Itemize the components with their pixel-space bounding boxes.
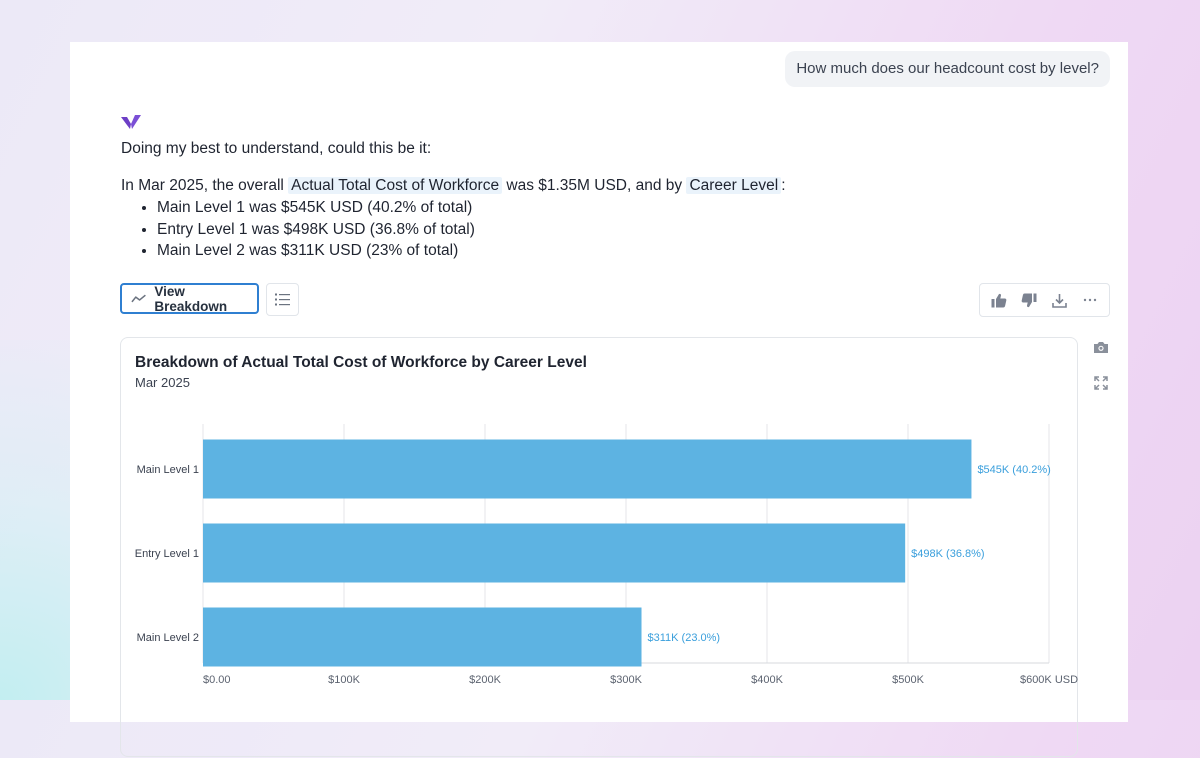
chart-title: Breakdown of Actual Total Cost of Workfo…	[135, 354, 587, 371]
bar	[203, 439, 972, 499]
thumbs-up-icon	[991, 293, 1007, 307]
chat-panel: How much does our headcount cost by leve…	[70, 42, 1128, 757]
more-options-button[interactable]	[1077, 287, 1103, 313]
thumbs-down-button[interactable]	[1016, 287, 1042, 313]
summary-middle: was $1.35M USD, and by	[506, 177, 683, 194]
assistant-answer: In Mar 2025, the overall Actual Total Co…	[121, 175, 1021, 262]
x-tick-label: $0.00	[203, 674, 231, 686]
category-label: Main Level 1	[137, 464, 199, 476]
download-button[interactable]	[1047, 287, 1073, 313]
category-label: Entry Level 1	[135, 548, 199, 560]
more-icon	[1083, 298, 1097, 302]
trend-line-icon	[131, 294, 146, 302]
data-label: $545K (40.2%)	[977, 464, 1050, 476]
bar	[203, 607, 642, 667]
thumbs-up-button[interactable]	[986, 287, 1012, 313]
x-tick-label: $100K	[328, 674, 360, 686]
thumbs-down-icon	[1022, 293, 1037, 307]
list-item: Entry Level 1 was $498K USD (36.8% of to…	[157, 219, 1021, 241]
expand-icon	[1094, 376, 1108, 390]
list-item: Main Level 2 was $311K USD (23% of total…	[157, 240, 1021, 262]
data-label: $311K (23.0%)	[648, 632, 721, 644]
x-tick-label: $400K	[751, 674, 783, 686]
dimension-chip[interactable]: Career Level	[686, 177, 782, 194]
summary-prefix: In Mar 2025, the overall	[121, 177, 284, 194]
assistant-intro: Doing my best to understand, could this …	[121, 140, 432, 157]
view-breakdown-label: View Breakdown	[154, 283, 228, 314]
x-tick-label: $500K	[892, 674, 924, 686]
chart-subtitle: Mar 2025	[135, 375, 190, 390]
x-tick-label: $600K USD	[1020, 674, 1078, 686]
expand-button[interactable]	[1091, 373, 1111, 393]
bar	[203, 523, 906, 583]
view-breakdown-button[interactable]: View Breakdown	[120, 283, 259, 314]
list-view-button[interactable]	[266, 283, 299, 316]
summary-suffix: :	[781, 177, 786, 194]
data-label: $498K (36.8%)	[911, 548, 984, 560]
screenshot-button[interactable]	[1091, 337, 1111, 357]
user-message-bubble: How much does our headcount cost by leve…	[785, 51, 1110, 87]
list-icon	[275, 293, 290, 306]
answer-bullets: Main Level 1 was $545K USD (40.2% of tot…	[121, 197, 1021, 262]
list-item: Main Level 1 was $545K USD (40.2% of tot…	[157, 197, 1021, 219]
x-tick-label: $300K	[610, 674, 642, 686]
camera-icon	[1094, 341, 1108, 353]
download-icon	[1052, 293, 1067, 308]
metric-chip[interactable]: Actual Total Cost of Workforce	[288, 177, 503, 194]
category-label: Main Level 2	[137, 632, 199, 644]
feedback-actions	[979, 283, 1110, 317]
summary-line: In Mar 2025, the overall Actual Total Co…	[121, 175, 1021, 197]
assistant-logo-icon	[121, 115, 141, 129]
chart-card: Breakdown of Actual Total Cost of Workfo…	[120, 337, 1078, 757]
bar-chart: $0.00 $100K $200K $300K $400K $500K $600K USD M…	[135, 424, 1078, 686]
x-tick-label: $200K	[469, 674, 501, 686]
